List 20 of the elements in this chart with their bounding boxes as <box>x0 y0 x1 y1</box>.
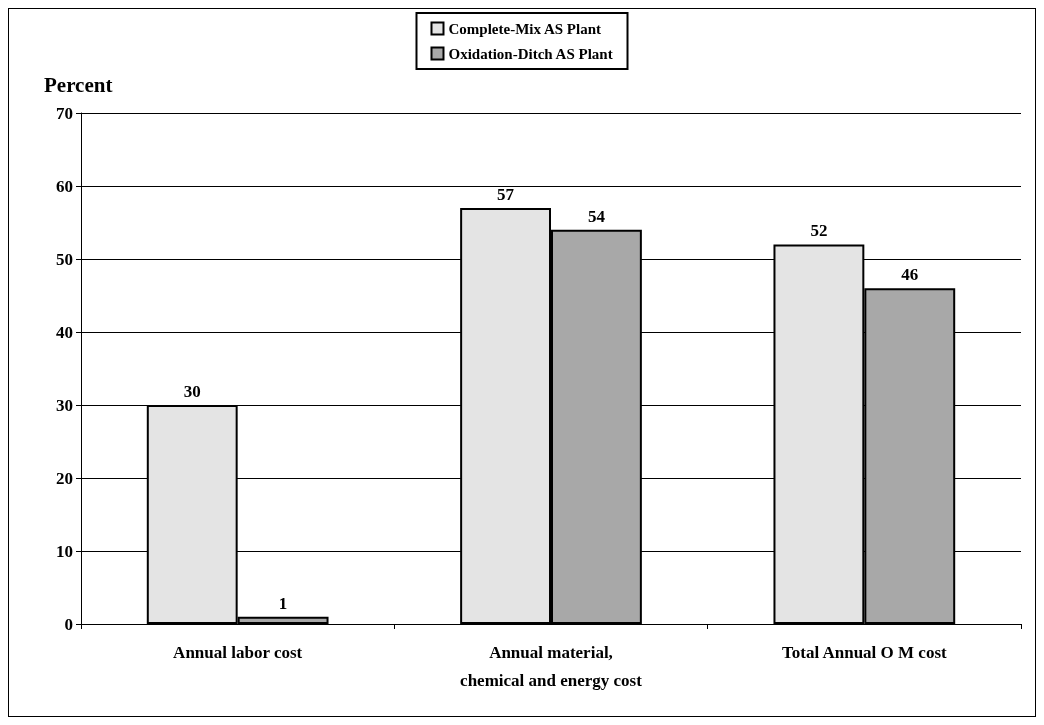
data-label: 30 <box>183 382 201 401</box>
x-tick-label: Annual material, chemical and energy cost <box>460 642 643 690</box>
y-tick-label: 40 <box>56 322 73 342</box>
x-tick-label: Total Annual O M cost <box>781 642 948 662</box>
legend-label: Complete-Mix AS Plant <box>448 20 601 37</box>
data-label: 1 <box>278 593 288 613</box>
y-tick-label: 30 <box>56 395 73 415</box>
y-tick-label: 50 <box>56 249 73 269</box>
y-axis-title: Percent <box>44 72 113 97</box>
data-label: 52 <box>810 221 828 241</box>
legend-label: Oxidation-Ditch AS Plant <box>448 45 613 62</box>
data-label: 57 <box>497 184 515 204</box>
y-tick-label: 10 <box>56 541 73 561</box>
data-label: 54 <box>587 206 606 226</box>
y-tick-label: 0 <box>64 614 73 634</box>
y-tick-label: 20 <box>56 468 73 488</box>
y-tick-label: 70 <box>56 103 73 123</box>
x-tick-label: Annual labor cost <box>173 642 303 662</box>
data-label: 46 <box>901 265 919 285</box>
y-tick-label: 60 <box>56 176 73 196</box>
